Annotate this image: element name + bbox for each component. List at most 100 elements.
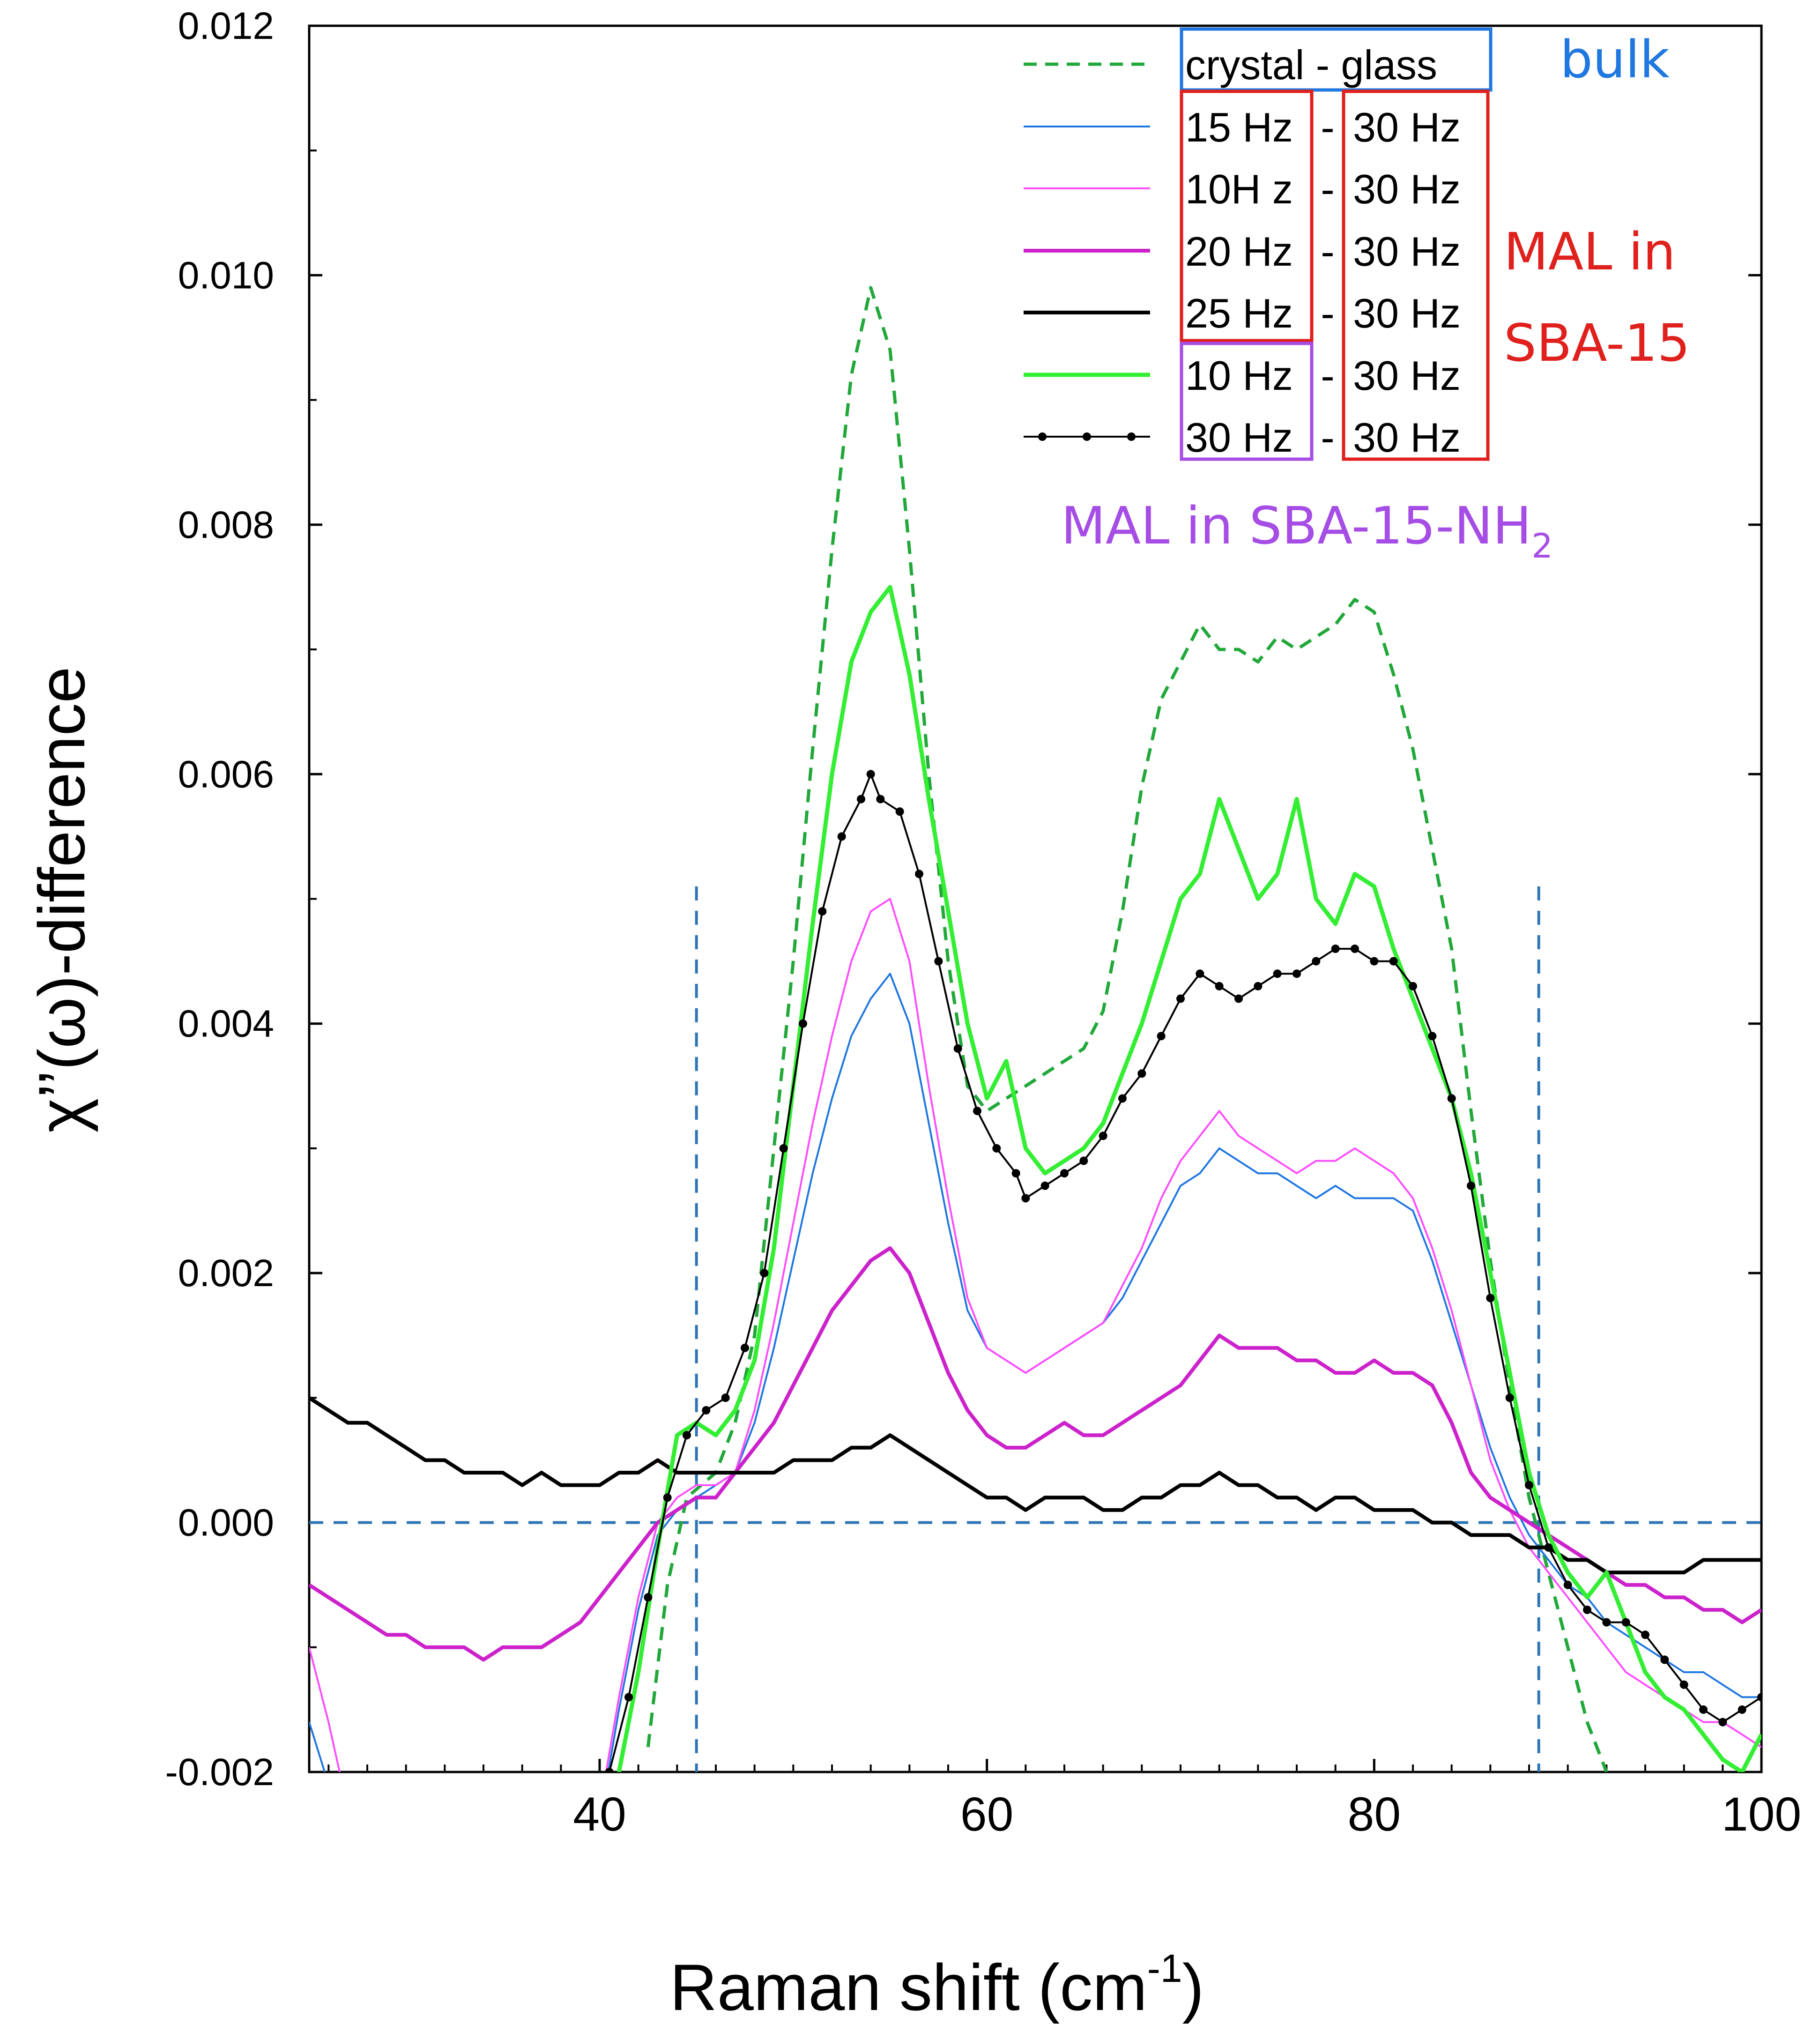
x-tick-label: 80 — [1348, 1787, 1401, 1841]
series-marker-nh2_30 — [644, 1593, 653, 1602]
series-marker-nh2_30 — [1011, 1169, 1020, 1178]
series-marker-nh2_30 — [1196, 969, 1204, 978]
series-marker-nh2_30 — [683, 1431, 691, 1440]
series-marker-nh2_30 — [663, 1493, 672, 1502]
series-marker-nh2_30 — [1409, 982, 1417, 990]
series-marker-nh2_30 — [1060, 1169, 1069, 1178]
legend-box-sba15-right — [1342, 89, 1490, 461]
legend-box-bulk — [1180, 27, 1493, 92]
y-axis-title: χ’’(ω)-difference — [25, 667, 98, 1133]
series-marker-nh2_30 — [1215, 982, 1224, 990]
series-marker-nh2_30 — [1583, 1605, 1591, 1614]
series-marker-nh2_30 — [1757, 1693, 1761, 1702]
series-marker-nh2_30 — [1099, 1132, 1107, 1140]
y-tick-label: 0.012 — [178, 5, 274, 47]
series-marker-nh2_30 — [1563, 1580, 1572, 1589]
annotation-sba15-nh2: MAL in SBA-15-NH2 — [1061, 496, 1553, 566]
legend-label-dash: - — [1321, 290, 1334, 336]
series-marker-nh2_30 — [702, 1406, 711, 1415]
y-tick-label: 0.008 — [178, 504, 274, 546]
series-marker-nh2_30 — [1079, 1156, 1088, 1165]
legend-label-crystal_glass: crystal - glass — [1185, 42, 1437, 88]
series-marker-nh2_30 — [953, 1044, 962, 1053]
series-line-nh2_10 — [617, 585, 1761, 1772]
series-marker-nh2_30 — [1679, 1680, 1688, 1689]
annotation-sba15-nh2-sub: 2 — [1531, 526, 1553, 566]
legend-label-right: 30 Hz — [1353, 104, 1461, 150]
series-marker-nh2_30 — [866, 770, 875, 779]
series-marker-nh2_30 — [915, 870, 923, 879]
series-marker-nh2_30 — [1118, 1094, 1127, 1103]
series-marker-nh2_30 — [1428, 1032, 1437, 1041]
annotation-sba15-nh2-main: MAL in SBA-15-NH — [1061, 496, 1531, 556]
series-line-hz20 — [309, 1246, 1761, 1662]
series-marker-nh2_30 — [895, 807, 904, 816]
x-axis-title-end: ) — [1182, 1951, 1204, 2024]
series-marker-nh2_30 — [799, 1019, 807, 1028]
legend-label-dash: - — [1321, 228, 1334, 275]
series-marker-nh2_30 — [857, 795, 865, 804]
series-marker-nh2_30 — [876, 795, 885, 804]
x-axis-title-sup: -1 — [1147, 1946, 1182, 1990]
series-marker-nh2_30 — [818, 907, 827, 916]
legend-label-right: 30 Hz — [1353, 290, 1461, 336]
annotation-bulk: bulk — [1560, 30, 1670, 89]
series-marker-nh2_30 — [1699, 1705, 1708, 1714]
x-tick-label: 60 — [960, 1787, 1013, 1841]
series-layer — [309, 286, 1761, 1772]
legend-box-sba15-left — [1180, 89, 1314, 342]
legend-label-left: 10H z — [1185, 166, 1293, 212]
legend-label-right: 30 Hz — [1353, 166, 1461, 212]
y-tick-label: 0.004 — [178, 1003, 274, 1045]
series-marker-nh2_30 — [1718, 1718, 1727, 1727]
series-marker-nh2_30 — [1040, 1181, 1049, 1190]
series-marker-nh2_30 — [605, 1768, 614, 1772]
series-marker-nh2_30 — [1157, 1032, 1166, 1041]
x-axis: 40 60 80 100 — [327, 1759, 1801, 1841]
series-marker-nh2_30 — [721, 1393, 730, 1402]
legend-label-right: 30 Hz — [1353, 414, 1461, 461]
series-marker-nh2_30 — [741, 1343, 749, 1352]
series-line-hz15 — [309, 973, 1761, 1772]
series-marker-nh2_30 — [1273, 969, 1282, 978]
series-marker-nh2_30 — [1505, 1393, 1514, 1402]
series-marker-nh2_30 — [1351, 944, 1359, 953]
series-marker-nh2_30 — [1137, 1069, 1146, 1078]
y-tick-label: 0.006 — [178, 753, 274, 796]
x-axis-title-main: Raman shift (cm — [670, 1951, 1147, 2024]
legend-label-left: 25 Hz — [1185, 290, 1293, 336]
x-axis-title: Raman shift (cm-1) — [670, 1946, 1204, 2024]
series-marker-nh2_30 — [624, 1693, 633, 1702]
series-marker-nh2_30 — [1621, 1618, 1630, 1627]
series-marker-nh2_30 — [1254, 982, 1263, 990]
series-marker-nh2_30 — [1486, 1294, 1495, 1303]
legend-label-left: 10 Hz — [1185, 352, 1293, 399]
series-marker-nh2_30 — [1312, 957, 1321, 966]
series-marker-nh2_30 — [779, 1144, 788, 1153]
y-tick-label: 0.000 — [178, 1502, 274, 1544]
series-line-hz10 — [309, 898, 1761, 1772]
series-marker-nh2_30 — [837, 832, 846, 841]
legend-label-right: 30 Hz — [1353, 228, 1461, 275]
series-marker-nh2_30 — [1641, 1631, 1649, 1639]
series-marker-nh2_30 — [1293, 969, 1301, 978]
legend-label-left: 30 Hz — [1185, 414, 1293, 461]
y-tick-label: -0.002 — [165, 1751, 274, 1794]
series-marker-nh2_30 — [1021, 1194, 1030, 1203]
series-marker-nh2_30 — [1602, 1618, 1611, 1627]
series-marker-nh2_30 — [992, 1144, 1001, 1153]
series-marker-nh2_30 — [1370, 957, 1379, 966]
series-marker-nh2_30 — [760, 1269, 769, 1278]
legend-label-dash: - — [1321, 166, 1334, 212]
series-marker-nh2_30 — [1389, 957, 1398, 966]
series-line-nh2_30 — [608, 773, 1761, 1772]
y-tick-label: 0.010 — [178, 254, 274, 297]
legend-label-right: 30 Hz — [1353, 352, 1461, 399]
legend-label-left: 20 Hz — [1185, 228, 1293, 275]
x-tick-label: 100 — [1722, 1787, 1801, 1841]
series-marker-nh2_30 — [973, 1107, 981, 1116]
plot-frame — [308, 24, 1763, 1773]
series-marker-nh2_30 — [1544, 1543, 1553, 1552]
legend-marker — [1127, 432, 1136, 441]
